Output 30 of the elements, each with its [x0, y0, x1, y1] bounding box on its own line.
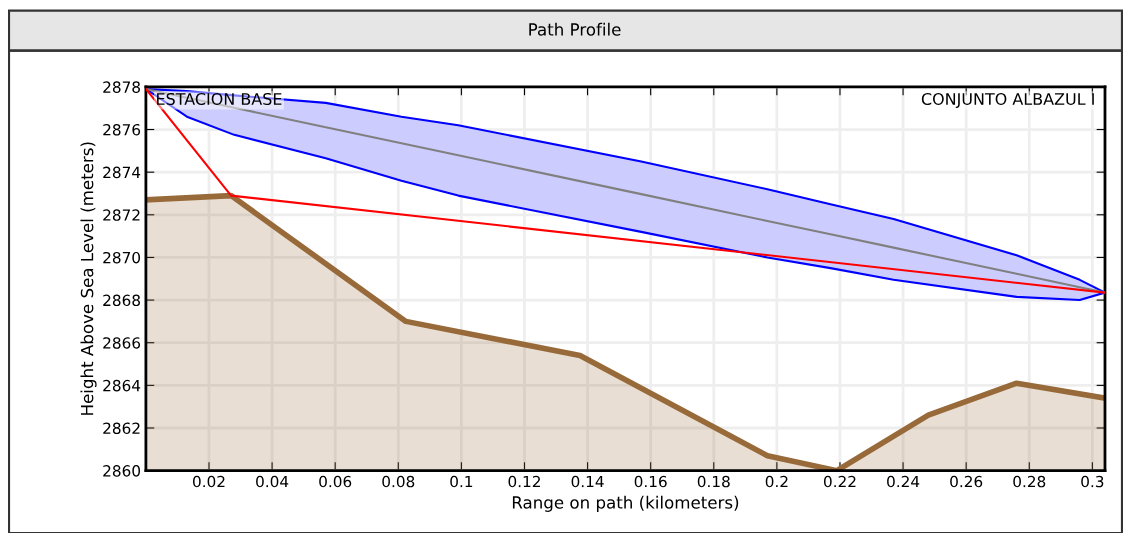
- x-tick-label: 0.2: [765, 475, 788, 488]
- annotation: ESTACION BASE: [157, 92, 282, 105]
- y-tick-label: 2868: [103, 294, 140, 307]
- y-axis-title: Height Above Sea Level (meters): [80, 142, 97, 415]
- x-tick-label: 0.18: [697, 475, 730, 488]
- x-tick-label: 0.1: [450, 475, 473, 488]
- x-tick-label: 0.02: [193, 475, 225, 488]
- x-tick-label: 0.28: [1013, 475, 1046, 488]
- y-tick-label: 2866: [103, 337, 141, 349]
- x-tick-label: 0.22: [823, 475, 856, 488]
- x-tick-label: 0.04: [256, 475, 289, 488]
- y-tick-label: 2862: [103, 422, 140, 435]
- y-tick-label: 2872: [103, 209, 140, 221]
- x-tick-label: 0.3: [1081, 475, 1104, 488]
- x-tick-label: 0.08: [382, 475, 415, 488]
- x-tick-label: 0.26: [950, 475, 983, 488]
- x-tick-label: 0.24: [887, 475, 920, 488]
- y-tick-label: 2860: [103, 465, 141, 477]
- y-tick-label: 2876: [103, 123, 141, 136]
- x-tick-label: 0.14: [571, 475, 604, 488]
- y-tick-label: 2874: [103, 166, 141, 179]
- y-tick-label: 2870: [103, 251, 141, 264]
- x-tick-label: 0.16: [634, 475, 667, 488]
- x-tick-label: 0.12: [508, 475, 540, 488]
- chart-title: Path Profile: [529, 22, 621, 36]
- x-tick-label: 0.06: [319, 475, 352, 488]
- y-tick-label: 2864: [103, 379, 141, 392]
- x-axis-title: Range on path (kilometers): [512, 495, 739, 512]
- annotation: CONJUNTO ALBAZUL I: [921, 92, 1094, 108]
- y-tick-label: 2878: [103, 81, 140, 93]
